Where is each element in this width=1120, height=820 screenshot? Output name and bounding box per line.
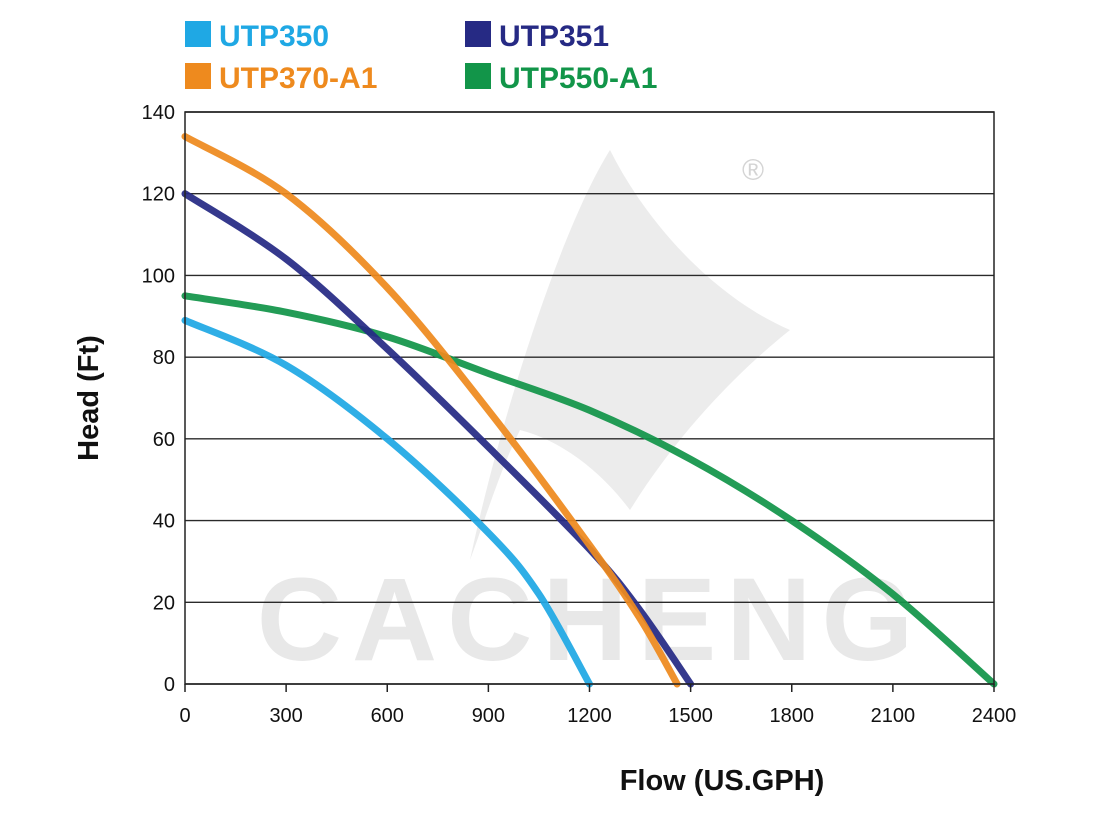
- curve-utp370-a1: [181, 133, 681, 688]
- watermark-logo: [470, 150, 790, 560]
- y-tick-label: 60: [153, 429, 175, 451]
- legend-label-utp351: UTP351: [499, 20, 609, 53]
- x-tick-label: 0: [179, 705, 190, 727]
- curve-utp550-a1: [181, 292, 998, 688]
- y-tick-label: 0: [164, 674, 175, 696]
- x-tick-label: 1500: [668, 705, 713, 727]
- watermark-text: CACHENG: [257, 554, 924, 686]
- x-tick-label: 2100: [871, 705, 916, 727]
- y-tick-label: 80: [153, 347, 175, 369]
- legend-swatch-utp350: [185, 21, 211, 47]
- watermark-registered: ®: [742, 154, 764, 187]
- x-tick-label: 2400: [972, 705, 1017, 727]
- curve-utp350: [181, 316, 593, 688]
- x-tick-label: 1200: [567, 705, 612, 727]
- y-tick-label: 20: [153, 592, 175, 614]
- x-tick-label: 600: [371, 705, 404, 727]
- legend-swatch-utp370-a1: [185, 63, 211, 89]
- y-tick-label: 120: [142, 184, 175, 206]
- x-tick-label: 1800: [770, 705, 815, 727]
- curve-utp351: [181, 190, 695, 688]
- legend-swatch-utp550-a1: [465, 63, 491, 89]
- y-tick-label: 40: [153, 511, 175, 533]
- legend-swatch-utp351: [465, 21, 491, 47]
- watermark: ® CACHENG: [257, 150, 924, 686]
- legend-label-utp370-a1: UTP370-A1: [219, 62, 377, 95]
- legend: UTP350 UTP351 UTP370-A1 UTP550-A1: [185, 20, 657, 95]
- curves: [181, 133, 998, 688]
- y-tick-label: 140: [142, 102, 175, 124]
- y-axis-label: Head (Ft): [73, 335, 105, 461]
- x-axis-ticks: 0 300 600 900 1200 1500 1800 2100 2400: [179, 684, 1016, 727]
- legend-label-utp550-a1: UTP550-A1: [499, 62, 657, 95]
- y-tick-label: 100: [142, 265, 175, 287]
- x-tick-label: 300: [269, 705, 302, 727]
- x-axis-label: Flow (US.GPH): [620, 765, 825, 797]
- x-tick-label: 900: [472, 705, 505, 727]
- legend-label-utp350: UTP350: [219, 20, 329, 53]
- y-axis-ticks: 0 20 40 60 80 100 120 140: [142, 102, 175, 696]
